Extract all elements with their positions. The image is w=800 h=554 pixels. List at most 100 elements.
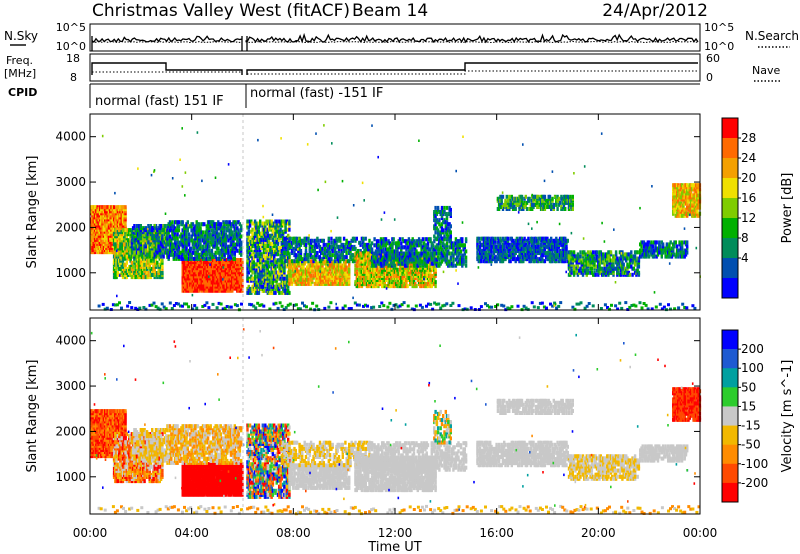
- power-echo-cell: [330, 236, 333, 241]
- power-echo-cell: [194, 286, 197, 291]
- power-echo-cell: [161, 250, 164, 255]
- power-echo-cell: [147, 232, 150, 237]
- power-echo-cell: [92, 233, 95, 238]
- power-echo-cell: [229, 254, 233, 259]
- power-echo-cell: [114, 238, 117, 243]
- power-echo-cell: [223, 234, 226, 239]
- power-echo-cell: [111, 219, 114, 224]
- power-echo-cell: [186, 282, 189, 287]
- power-echo-cell: [142, 275, 145, 280]
- power-echo-cell: [184, 248, 187, 253]
- power-echo-cell: [359, 240, 362, 245]
- power-echo-cell: [217, 238, 220, 243]
- power-echo-cell: [237, 282, 240, 287]
- power-echo-cell: [128, 264, 131, 269]
- power-echo-cell: [276, 252, 280, 257]
- power-echo-cell: [334, 246, 337, 251]
- power-echo-cell: [299, 249, 303, 253]
- power-echo-cell: [142, 248, 145, 253]
- power-echo-cell: [210, 264, 214, 269]
- power-echo-cell: [199, 270, 202, 275]
- power-echo-cell: [430, 273, 433, 278]
- power-echo-cell: [370, 241, 374, 246]
- power-echo-cell: [147, 260, 150, 265]
- power-echo-cell: [176, 236, 179, 241]
- power-echo-cell: [192, 240, 196, 245]
- power-echo-cell: [116, 260, 120, 265]
- power-echo-cell: [219, 228, 222, 233]
- power-echo-cell: [186, 276, 189, 281]
- power-echo-cell: [142, 236, 145, 241]
- power-echo-cell: [144, 248, 147, 253]
- power-echo-cell: [262, 221, 266, 226]
- power-echo-cell: [264, 221, 267, 226]
- power-echo-cell: [137, 256, 140, 261]
- power-echo-cell: [264, 258, 267, 263]
- power-echo-cell: [354, 246, 357, 251]
- power-echo-cell: [196, 248, 200, 253]
- freq-traces: [91, 62, 698, 75]
- power-echo-cell: [236, 232, 239, 237]
- power-echo-cell: [187, 274, 191, 279]
- power-echo-cell: [114, 213, 117, 218]
- power-echo-cell: [233, 236, 236, 241]
- power-echo-cell: [185, 282, 188, 287]
- power-echo-cell: [255, 221, 258, 226]
- power-echo-cell: [257, 262, 261, 267]
- power-echo-cell: [262, 258, 266, 263]
- power-echo-cell: [145, 232, 149, 237]
- power-echo-cell: [158, 240, 161, 245]
- power-echo-cell: [133, 256, 136, 261]
- power-echo-cell: [110, 205, 113, 210]
- power-echo-cell: [246, 231, 249, 236]
- power-echo-cell: [215, 268, 219, 273]
- power-echo-cell: [102, 237, 106, 242]
- power-echo-cell: [120, 227, 123, 232]
- power-echo-cell: [215, 222, 219, 227]
- power-echo-cell: [393, 263, 397, 268]
- power-echo-cell: [97, 241, 100, 246]
- power-echo-cell: [101, 227, 104, 232]
- power-echo-cell: [129, 256, 132, 261]
- power-echo-cell: [90, 244, 93, 248]
- power-echo-cell: [259, 258, 262, 263]
- power-echo-cell: [95, 248, 98, 253]
- power-echo-cell: [248, 235, 252, 240]
- power-echo-cell: [172, 244, 175, 249]
- power-echo-cell: [210, 238, 214, 243]
- power-echo-cell: [119, 240, 122, 245]
- power-echo-cell: [251, 258, 254, 263]
- power-echo-cell: [92, 209, 95, 214]
- power-echo-cell: [187, 248, 191, 253]
- power-echo-cell: [237, 220, 240, 225]
- power-echo-cell: [186, 264, 189, 269]
- power-echo-cell: [247, 225, 250, 230]
- power-echo-cell: [228, 274, 231, 279]
- power-echo-cell: [93, 209, 97, 214]
- power-echo-cell: [189, 268, 192, 273]
- power-echo-cell: [198, 234, 201, 239]
- power-echo-cell: [173, 220, 177, 225]
- power-echo-cell: [280, 259, 283, 264]
- power-echo-cell: [138, 264, 141, 269]
- power-echo-cell: [240, 234, 243, 239]
- power-echo-cell: [172, 230, 175, 235]
- power-echo-cell: [144, 256, 147, 261]
- power-echo-cell: [307, 236, 310, 241]
- power-echo-cell: [205, 252, 208, 257]
- power-echo-cell: [257, 229, 261, 234]
- power-echo-cell: [274, 290, 277, 295]
- power-echo-cell: [251, 233, 254, 238]
- noise-left-tick-hi: 10^5: [56, 21, 86, 34]
- power-echo-cell: [176, 244, 179, 249]
- power-echo-cell: [120, 242, 123, 247]
- power-echo-cell: [124, 275, 127, 280]
- power-echo-cell: [344, 271, 347, 276]
- power-echo-cell: [233, 244, 236, 249]
- power-echo-cell: [260, 258, 263, 263]
- power-echo-cell: [107, 227, 111, 232]
- power-echo-cell: [261, 284, 264, 289]
- power-echo-cell: [392, 237, 395, 242]
- power-echo-cell: [100, 205, 103, 210]
- power-echo-cell: [204, 264, 207, 269]
